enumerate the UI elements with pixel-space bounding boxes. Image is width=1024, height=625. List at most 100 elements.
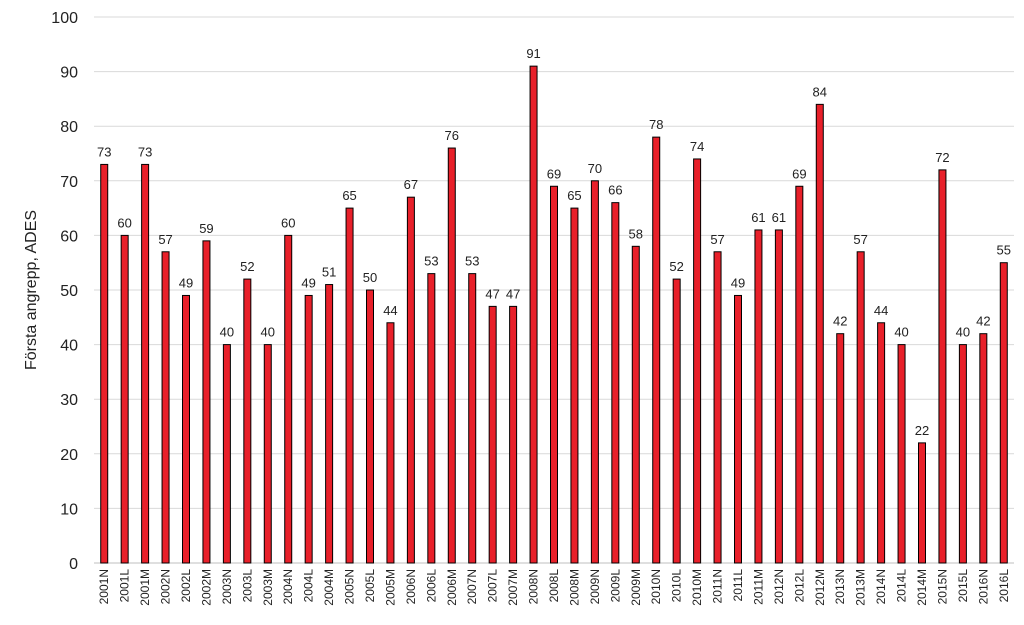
bar: [325, 284, 334, 564]
x-tick-label: 2007N: [465, 569, 479, 604]
x-tick-label: 2005N: [343, 569, 357, 604]
y-tick-label: 90: [60, 65, 78, 82]
bar: [938, 169, 947, 564]
bar: [447, 147, 456, 564]
data-label: 50: [363, 270, 377, 285]
data-label: 51: [322, 265, 336, 280]
bar: [222, 344, 231, 564]
bar: [120, 234, 129, 564]
x-tick-label: 2003M: [261, 569, 275, 606]
data-label: 74: [690, 139, 704, 154]
bar: [611, 202, 620, 564]
x-tick-label: 2009L: [608, 569, 622, 603]
x-tick-label: 2014L: [895, 569, 909, 603]
x-tick-label: 2011N: [711, 569, 725, 603]
x-tick-label: 2010N: [649, 569, 663, 604]
y-tick-label: 30: [60, 392, 78, 409]
bar: [509, 305, 518, 564]
y-axis-title: Första angrepp, ADES: [23, 210, 40, 370]
bar: [693, 158, 702, 564]
x-tick-label: 2005M: [383, 569, 397, 606]
x-tick-label: 2002L: [179, 569, 193, 603]
data-label: 73: [138, 144, 152, 159]
bar: [406, 196, 415, 564]
bar: [100, 163, 109, 564]
y-tick-label: 70: [60, 174, 78, 191]
x-tick-label: 2006M: [445, 569, 459, 606]
data-label: 61: [772, 210, 786, 225]
bar: [713, 251, 722, 564]
x-tick-label: 2011M: [751, 569, 765, 605]
x-tick-label: 2007M: [506, 569, 520, 606]
data-labels: 73 60 73 57 49 59 40 52 40 60 49 51 65 50 44 67 53 76 53 47…: [97, 46, 1011, 438]
data-label: 42: [833, 314, 847, 329]
bar: [734, 294, 742, 564]
bar: [979, 333, 988, 564]
bar: [774, 229, 783, 564]
data-label: 57: [853, 232, 867, 247]
x-tick-label: 2012L: [792, 569, 806, 603]
data-label: 52: [669, 259, 683, 274]
data-label: 69: [547, 166, 561, 181]
data-label: 60: [281, 215, 295, 230]
x-tick-label: 2016N: [976, 569, 990, 604]
bar: [590, 180, 599, 564]
data-label: 58: [629, 226, 643, 241]
bar: [631, 245, 640, 564]
bar: [836, 333, 845, 564]
x-tick-label: 2008N: [527, 569, 541, 604]
y-tick-label: 0: [69, 556, 78, 573]
x-tick-label: 2012M: [813, 569, 827, 606]
data-label: 57: [710, 232, 724, 247]
data-label: 91: [526, 46, 540, 61]
data-label: 60: [117, 215, 131, 230]
data-label: 40: [261, 325, 275, 340]
bar: [856, 251, 865, 564]
bar: [815, 103, 824, 564]
data-label: 76: [445, 128, 459, 143]
data-label: 65: [567, 188, 581, 203]
y-tick-label: 60: [60, 228, 78, 245]
x-tick-label: 2011L: [731, 569, 745, 602]
x-tick-label: 2010M: [690, 569, 704, 606]
data-label: 22: [915, 423, 929, 438]
data-label: 59: [199, 221, 213, 236]
data-label: 84: [813, 84, 827, 99]
data-label: 78: [649, 117, 663, 132]
data-label: 53: [465, 254, 479, 269]
data-label: 66: [608, 183, 622, 198]
bar: [529, 65, 538, 564]
data-label: 49: [301, 275, 315, 290]
bar: [877, 322, 886, 564]
y-tick-label: 40: [60, 338, 78, 355]
bar: [795, 185, 804, 564]
bar: [304, 294, 313, 564]
bar: [345, 207, 354, 564]
x-tick-label: 2004N: [281, 569, 295, 604]
bar: [754, 229, 763, 564]
data-label: 40: [956, 325, 970, 340]
x-tick-label: 2013M: [854, 569, 868, 606]
x-tick-label: 2001N: [97, 569, 111, 604]
x-tick-label: 2009M: [629, 569, 643, 606]
data-label: 44: [874, 303, 888, 318]
x-tick-label: 2001M: [138, 569, 152, 606]
x-tick-label: 2001L: [118, 569, 132, 603]
data-label: 69: [792, 166, 806, 181]
x-tick-label: 2014M: [915, 569, 929, 606]
bar: [652, 136, 661, 564]
data-label: 42: [976, 314, 990, 329]
bar: [263, 344, 272, 564]
x-tick-label: 2006L: [424, 569, 438, 603]
x-axis-labels: 2001N 2001L 2001M 2002N 2002L 2002M 2003N 2003L…: [97, 569, 1011, 606]
y-tick-label: 80: [60, 119, 78, 136]
data-label: 61: [751, 210, 765, 225]
bar: [488, 305, 497, 564]
y-tick-label: 20: [60, 447, 78, 464]
data-label: 47: [506, 286, 520, 301]
data-label: 67: [404, 177, 418, 192]
y-tick-label: 50: [60, 283, 78, 300]
x-tick-label: 2005L: [363, 569, 377, 603]
